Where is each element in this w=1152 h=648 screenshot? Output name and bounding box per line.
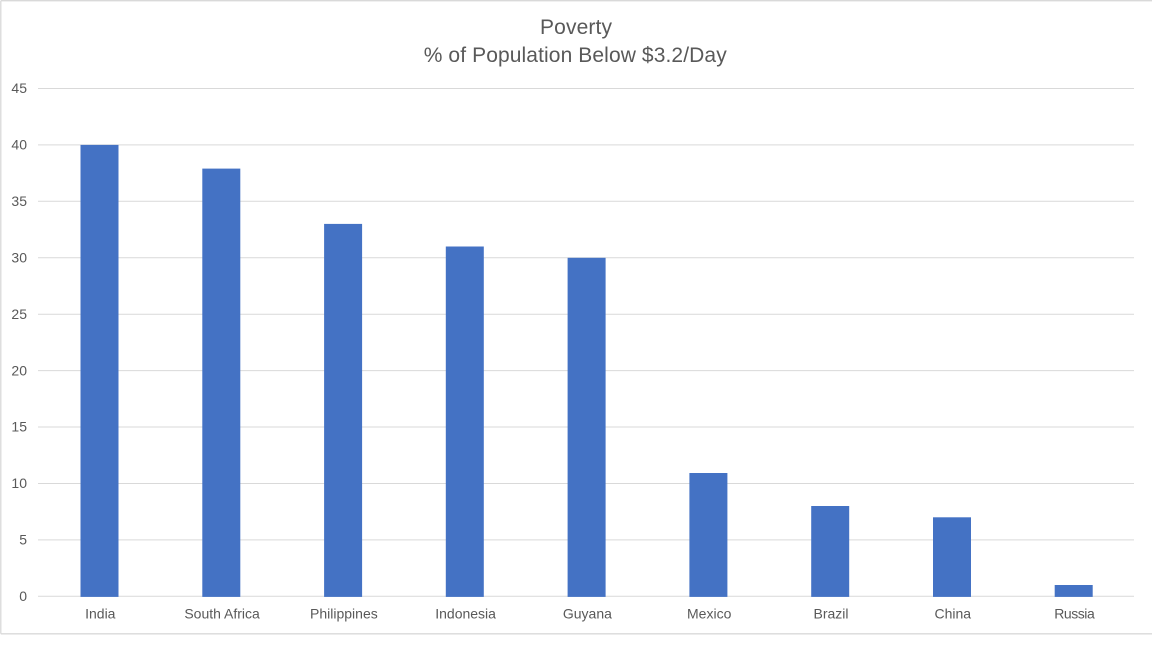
svg-text:25: 25 [11,306,27,322]
svg-text:South Africa: South Africa [184,606,260,622]
svg-text:% of Population Below $3.2/Day: % of Population Below $3.2/Day [424,44,728,67]
svg-text:20: 20 [11,362,27,378]
svg-text:Mexico: Mexico [687,606,732,622]
svg-text:Guyana: Guyana [563,606,612,622]
svg-text:Poverty: Poverty [540,16,613,39]
svg-text:Philippines: Philippines [310,606,378,622]
svg-text:35: 35 [11,193,27,209]
svg-text:0: 0 [19,588,27,604]
svg-text:China: China [935,606,972,622]
svg-text:10: 10 [11,475,27,491]
svg-text:40: 40 [11,137,27,153]
svg-text:5: 5 [19,532,27,548]
svg-text:45: 45 [11,80,27,96]
svg-text:Russia: Russia [1054,606,1095,622]
svg-text:Brazil: Brazil [813,606,848,622]
svg-text:30: 30 [11,250,27,266]
svg-text:India: India [85,606,116,622]
svg-text:15: 15 [11,419,27,435]
svg-text:Indonesia: Indonesia [435,606,496,622]
